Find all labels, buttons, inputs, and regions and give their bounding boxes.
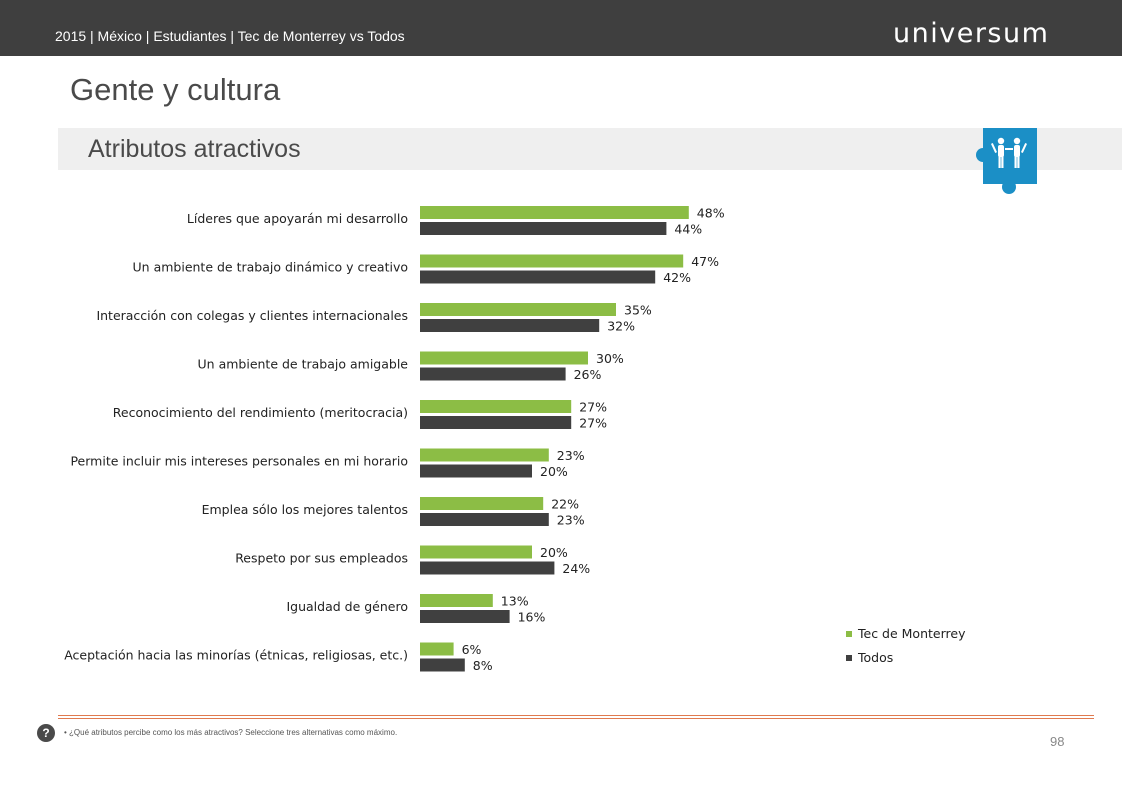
legend-swatch	[846, 631, 852, 637]
category-label: Líderes que apoyarán mi desarrollo	[187, 211, 408, 226]
value-label: 23%	[557, 448, 585, 463]
footer-divider-2	[58, 718, 1094, 719]
bar-todos	[420, 464, 532, 478]
bar-tec	[420, 545, 532, 559]
universum-logo: universum	[893, 18, 1050, 49]
value-label: 48%	[697, 206, 725, 221]
category-label: Emplea sólo los mejores talentos	[202, 502, 408, 517]
bar-todos	[420, 561, 555, 575]
page-number: 98	[1050, 734, 1065, 749]
bar-tec	[420, 400, 572, 413]
bar-tec	[420, 642, 454, 656]
value-label: 20%	[540, 545, 568, 560]
category-label: Respeto por sus empleados	[235, 551, 408, 566]
bar-tec	[420, 351, 588, 365]
value-label: 23%	[557, 513, 585, 528]
question-footnote: • ¿Qué atributos percibe como los más at…	[64, 728, 398, 737]
bar-todos	[420, 270, 656, 284]
value-label: 26%	[574, 367, 602, 382]
bar-tec	[420, 594, 493, 607]
bar-tec	[420, 497, 544, 510]
value-label: 27%	[579, 416, 607, 431]
question-icon: ?	[37, 724, 55, 742]
bar-tec	[420, 254, 684, 268]
category-label: Reconocimiento del rendimiento (meritocr…	[113, 405, 408, 420]
value-label: 20%	[540, 464, 568, 479]
value-label: 22%	[551, 497, 579, 512]
bar-tec	[420, 206, 689, 219]
people-glyph	[990, 137, 1028, 168]
legend-label: Tec de Monterrey	[857, 626, 966, 641]
value-label: 16%	[518, 610, 546, 625]
section-title: Atributos atractivos	[88, 135, 301, 163]
category-label: Aceptación hacia las minorías (étnicas, …	[64, 648, 408, 663]
category-label: Un ambiente de trabajo dinámico y creati…	[133, 260, 408, 275]
category-label: Interacción con colegas y clientes inter…	[96, 308, 408, 323]
value-label: 13%	[501, 594, 529, 609]
people-puzzle-icon	[983, 128, 1037, 184]
section-band	[58, 128, 1122, 170]
value-label: 35%	[624, 303, 652, 318]
category-label: Permite incluir mis intereses personales…	[70, 454, 408, 469]
bar-todos	[420, 513, 549, 526]
category-label: Un ambiente de trabajo amigable	[198, 357, 409, 372]
value-label: 47%	[691, 254, 719, 269]
footer-divider	[58, 715, 1094, 716]
value-label: 32%	[607, 319, 635, 334]
value-label: 24%	[562, 561, 590, 576]
puzzle-nub-bottom	[1002, 180, 1016, 194]
bar-tec	[420, 448, 549, 462]
breadcrumb: 2015 | México | Estudiantes | Tec de Mon…	[55, 28, 405, 44]
bar-todos	[420, 610, 510, 623]
page-title: Gente y cultura	[70, 72, 281, 107]
legend-label: Todos	[857, 650, 893, 665]
bar-todos	[420, 319, 600, 332]
value-label: 8%	[473, 658, 493, 673]
value-label: 27%	[579, 400, 607, 415]
value-label: 44%	[674, 222, 702, 237]
value-label: 30%	[596, 351, 624, 366]
bar-tec	[420, 303, 616, 316]
bar-todos	[420, 416, 572, 429]
bar-todos	[420, 222, 667, 235]
category-label: Igualdad de género	[286, 599, 408, 614]
header-bar: 2015 | México | Estudiantes | Tec de Mon…	[0, 0, 1122, 56]
legend-swatch	[846, 655, 852, 661]
bar-todos	[420, 658, 465, 672]
value-label: 42%	[663, 270, 691, 285]
value-label: 6%	[462, 642, 482, 657]
bar-todos	[420, 367, 566, 381]
